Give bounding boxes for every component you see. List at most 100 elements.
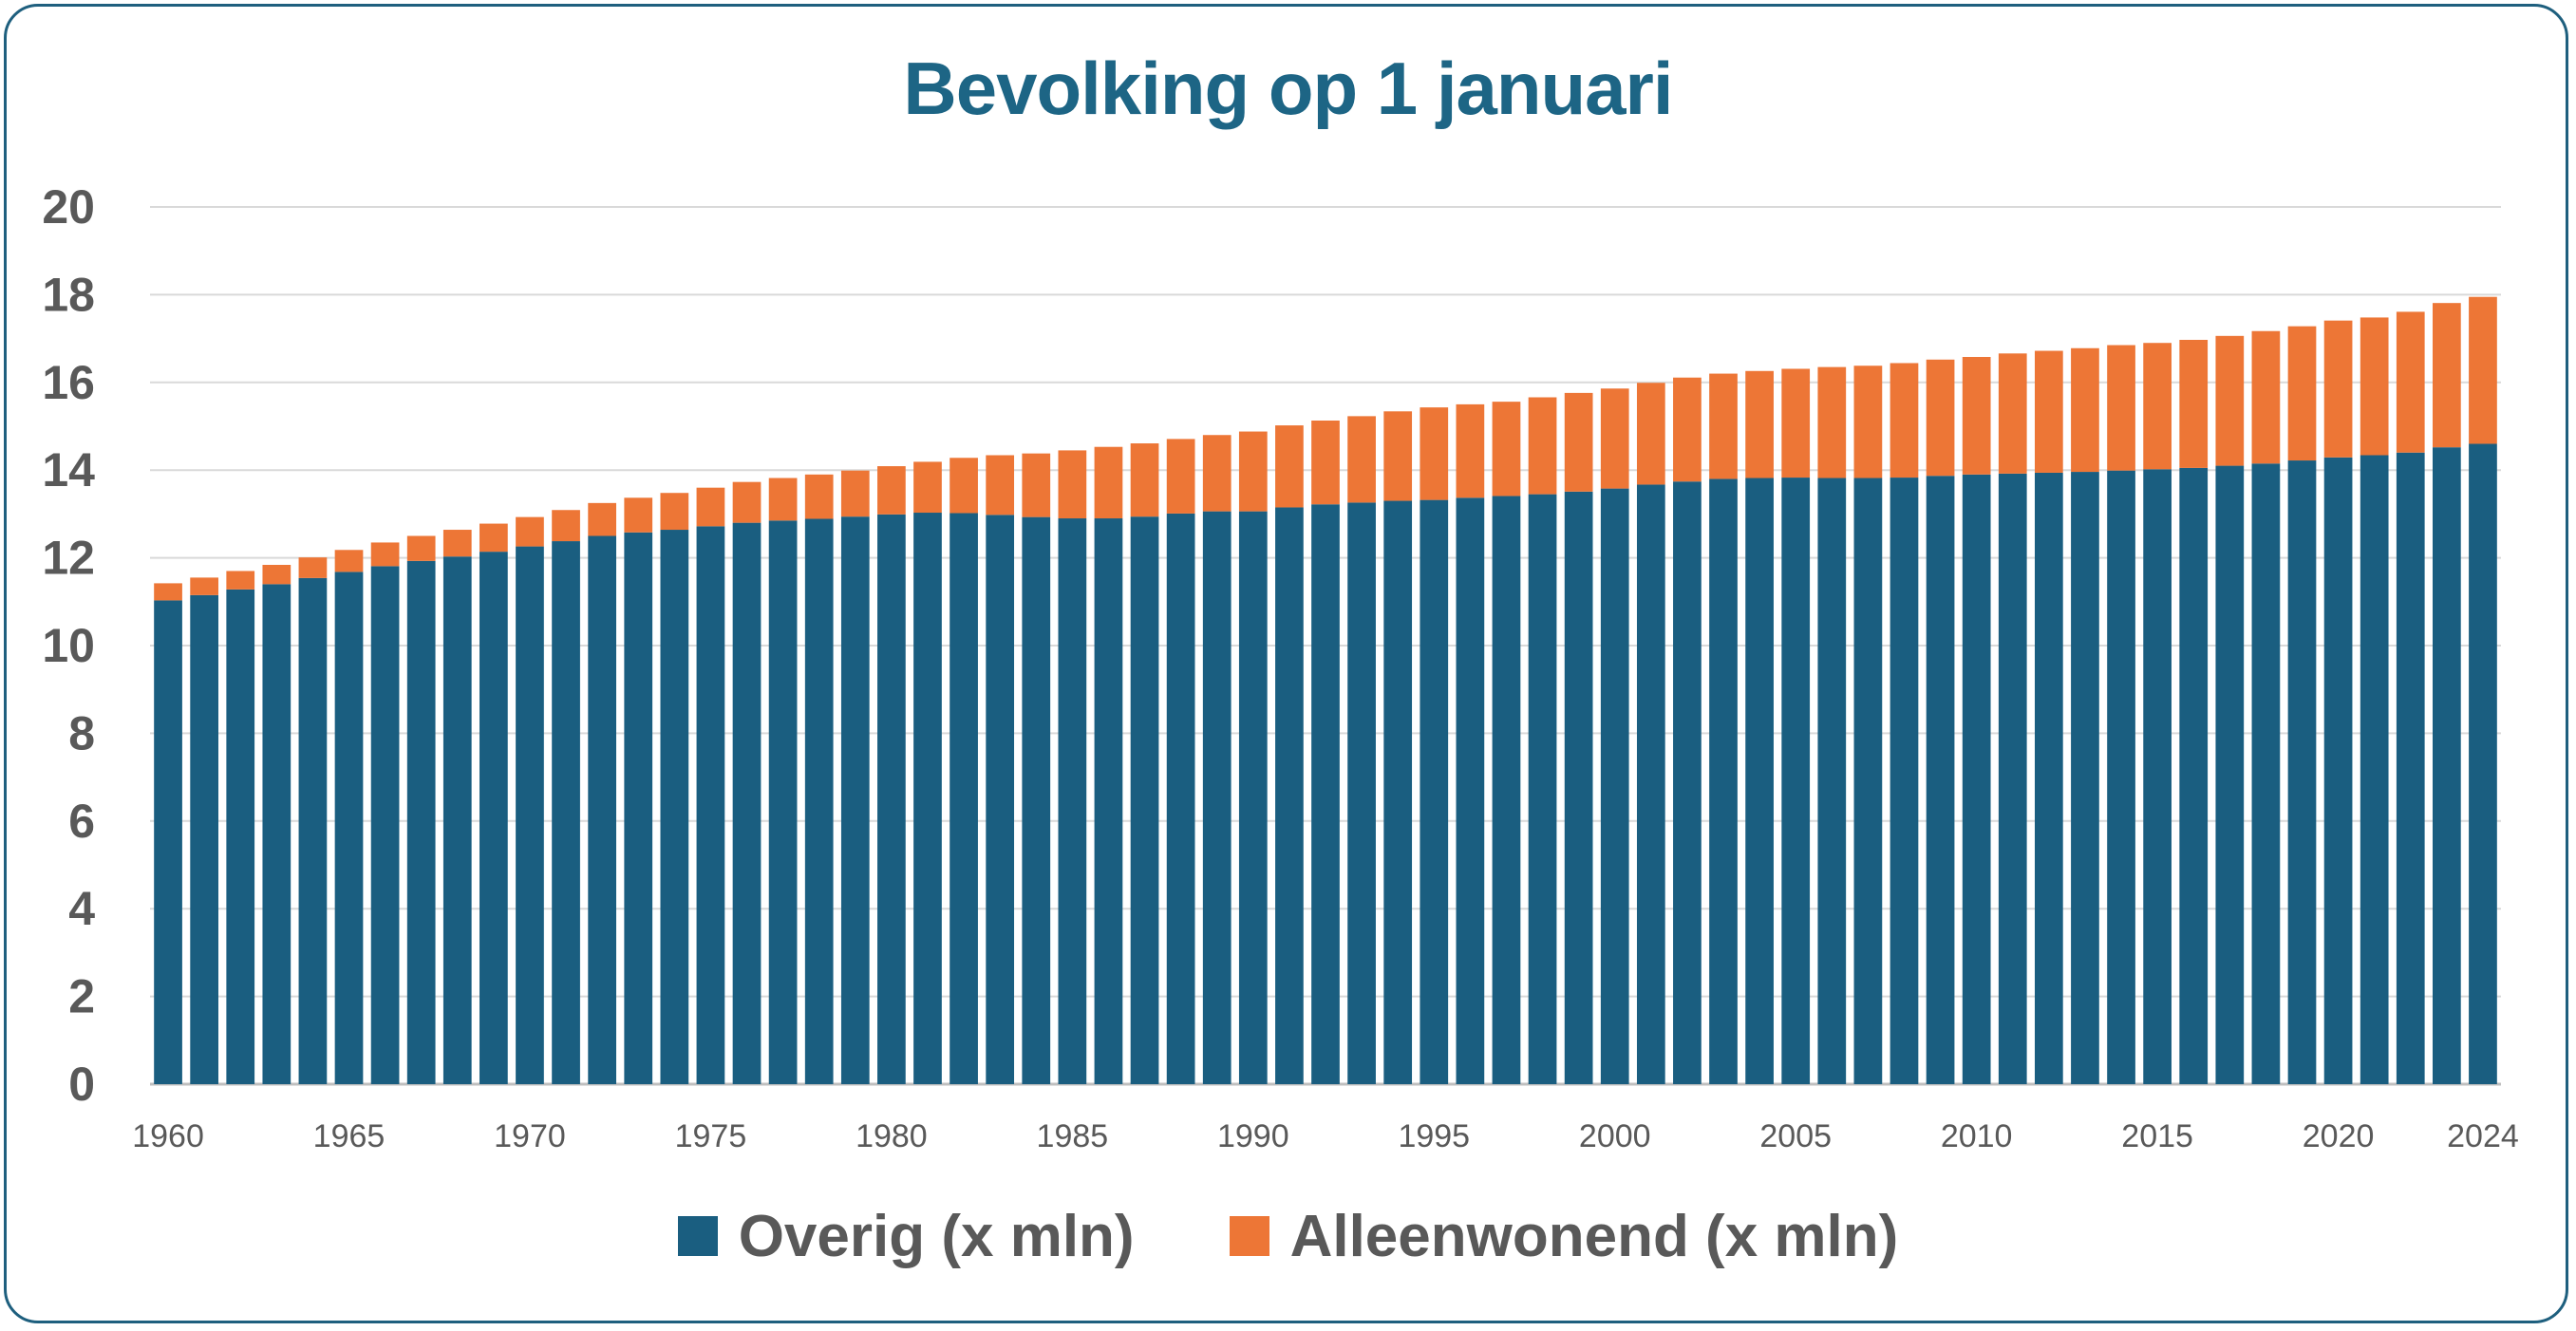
x-tick-label: 1980: [856, 1118, 928, 1154]
bar-overig-1963: [262, 584, 291, 1084]
bar-alleenwonend-1998: [1528, 397, 1557, 495]
bar-alleenwonend-2007: [1853, 366, 1883, 478]
y-tick-label: 8: [68, 706, 95, 759]
bar-alleenwonend-1985: [1058, 450, 1087, 519]
bar-alleenwonend-1990: [1238, 431, 1268, 512]
bar-alleenwonend-1982: [950, 458, 978, 514]
bar-overig-2015: [2143, 469, 2172, 1084]
bar-overig-2016: [2179, 467, 2209, 1084]
bar-overig-2002: [1673, 481, 1702, 1084]
bar-alleenwonend-1969: [479, 523, 508, 553]
bar-alleenwonend-2008: [1890, 363, 1919, 478]
bar-overig-2006: [1817, 478, 1847, 1084]
bar-overig-1978: [804, 518, 834, 1084]
bar-overig-1974: [660, 530, 689, 1084]
bar-overig-1960: [154, 600, 182, 1084]
bar-overig-1965: [334, 572, 364, 1084]
bar-overig-2024: [2469, 443, 2497, 1085]
bar-overig-2008: [1890, 478, 1919, 1085]
bar-alleenwonend-2017: [2215, 335, 2245, 466]
x-tick-label: 1995: [1398, 1118, 1470, 1154]
bar-alleenwonend-2019: [2287, 326, 2317, 461]
y-tick-label: 16: [42, 356, 95, 409]
bar-alleenwonend-2015: [2143, 343, 2172, 470]
y-tick-label: 20: [42, 180, 95, 234]
bar-alleenwonend-2000: [1600, 388, 1629, 489]
y-tick-label: 2: [68, 970, 95, 1023]
bar-overig-1979: [840, 516, 870, 1084]
bar-overig-1986: [1094, 518, 1123, 1084]
bar-overig-1982: [950, 513, 978, 1084]
bar-alleenwonend-1996: [1456, 403, 1485, 498]
bar-alleenwonend-1975: [696, 487, 725, 527]
y-tick-label: 10: [42, 619, 95, 672]
bar-alleenwonend-2006: [1817, 366, 1847, 478]
x-tick-label: 1985: [1037, 1118, 1109, 1154]
bar-alleenwonend-1973: [624, 497, 653, 533]
bar-alleenwonend-1971: [552, 510, 580, 542]
bar-overig-1970: [516, 546, 544, 1084]
bar-alleenwonend-2001: [1636, 383, 1665, 485]
legend-swatch-overig: [677, 1216, 718, 1256]
bar-overig-1991: [1275, 507, 1304, 1084]
bar-alleenwonend-2002: [1673, 377, 1702, 482]
bar-overig-1966: [370, 566, 400, 1084]
bar-overig-1973: [624, 532, 653, 1084]
bar-overig-1981: [913, 513, 942, 1084]
bar-overig-2020: [2323, 457, 2353, 1084]
bar-alleenwonend-2012: [2034, 350, 2063, 473]
bar-alleenwonend-1965: [334, 550, 364, 572]
bar-overig-2021: [2360, 455, 2389, 1084]
y-tick-label: 0: [68, 1058, 95, 1111]
bar-alleenwonend-1984: [1022, 453, 1051, 517]
bar-overig-2011: [1998, 473, 2027, 1084]
bar-overig-1975: [696, 526, 725, 1084]
x-tick-label: 2005: [1759, 1118, 1832, 1154]
bar-alleenwonend-2020: [2323, 320, 2353, 458]
y-tick-label: 18: [42, 268, 95, 321]
legend-label-overig: Overig (x mln): [738, 1203, 1135, 1269]
legend: Overig (x mln) Alleenwonend (x mln): [0, 1198, 2576, 1274]
bar-overig-2022: [2396, 452, 2425, 1085]
bar-alleenwonend-1999: [1564, 392, 1593, 492]
bar-alleenwonend-1983: [986, 455, 1015, 516]
bar-alleenwonend-2004: [1745, 370, 1774, 478]
bar-overig-1969: [479, 552, 508, 1084]
bar-alleenwonend-1972: [588, 502, 617, 536]
bar-overig-1984: [1022, 516, 1051, 1084]
bar-overig-1985: [1058, 518, 1087, 1084]
bar-overig-1968: [442, 556, 472, 1084]
bar-overig-1983: [986, 515, 1015, 1084]
legend-swatch-alleenwonend: [1229, 1216, 1269, 1256]
x-tick-label: 1975: [675, 1118, 747, 1154]
bar-alleenwonend-1978: [804, 474, 834, 519]
bar-alleenwonend-1976: [732, 481, 762, 523]
bar-alleenwonend-2005: [1781, 368, 1811, 478]
bar-alleenwonend-1960: [154, 583, 182, 601]
bar-overig-1980: [877, 514, 906, 1084]
bar-alleenwonend-1987: [1130, 443, 1159, 517]
bar-alleenwonend-1964: [298, 557, 328, 578]
bar-alleenwonend-2010: [1962, 357, 1991, 475]
chart-title: Bevolking op 1 januari: [903, 47, 1673, 130]
bar-overig-2014: [2107, 470, 2135, 1084]
bar-overig-2003: [1709, 478, 1738, 1084]
bar-overig-1995: [1420, 499, 1449, 1084]
bar-overig-2017: [2215, 465, 2245, 1085]
bar-alleenwonend-1977: [768, 478, 798, 521]
bar-overig-2013: [2071, 472, 2099, 1085]
y-tick-label: 4: [68, 882, 95, 935]
bar-alleenwonend-1963: [262, 564, 291, 585]
bar-overig-2012: [2034, 472, 2063, 1084]
bar-alleenwonend-1968: [442, 530, 472, 557]
bar-alleenwonend-1974: [660, 493, 689, 531]
bar-overig-1987: [1130, 516, 1159, 1084]
bar-alleenwonend-2009: [1926, 359, 1955, 477]
bar-alleenwonend-2018: [2251, 330, 2281, 464]
bar-alleenwonend-2024: [2469, 296, 2497, 444]
x-tick-label: 2015: [2121, 1118, 2193, 1154]
legend-label-alleenwonend: Alleenwonend (x mln): [1289, 1203, 1899, 1269]
bar-alleenwonend-1997: [1492, 402, 1521, 497]
bar-overig-1997: [1492, 496, 1521, 1084]
